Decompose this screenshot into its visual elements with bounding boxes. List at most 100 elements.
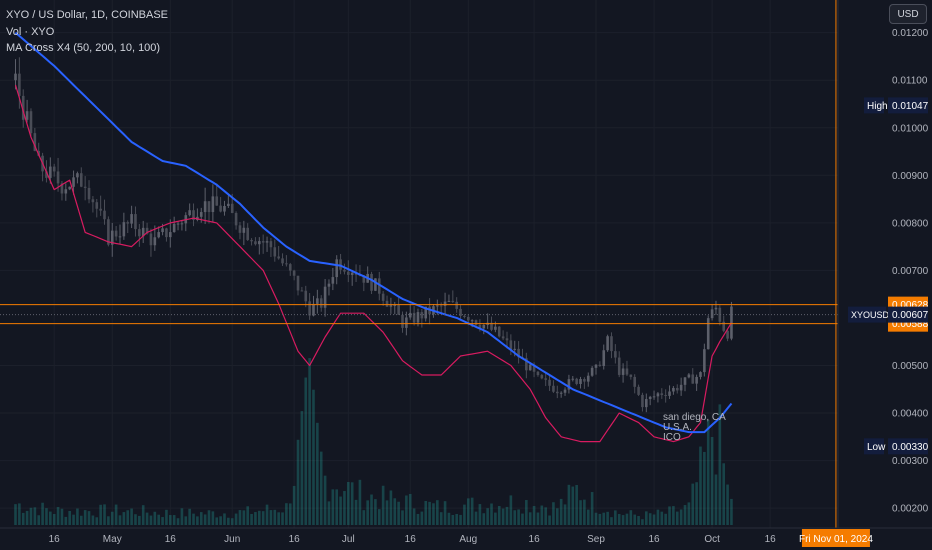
price-tick-label: 0.01100: [892, 76, 928, 87]
volume-bar: [172, 515, 176, 525]
chart-annotation: san diego, CA U.S.A. ICO: [663, 413, 726, 443]
volume-bar: [76, 508, 79, 525]
candle-body: [610, 336, 613, 352]
candle-body: [567, 379, 571, 390]
currency-button[interactable]: USD: [889, 4, 927, 24]
candle-body: [265, 241, 269, 243]
candle-body: [517, 348, 520, 358]
volume-bar: [56, 507, 60, 525]
volume-bar: [579, 500, 582, 525]
time-tick-label: 16: [49, 534, 61, 545]
low-tag-label: Low: [867, 442, 886, 453]
candle-body: [331, 277, 335, 284]
time-axis[interactable]: 16 May 16 Jun 16 Jul 16 Aug 16 Sep 16 Oct 16: [49, 534, 777, 545]
volume-bar: [695, 482, 698, 525]
volume-bar: [412, 508, 416, 525]
candle-body: [691, 374, 695, 384]
volume-bar: [648, 513, 652, 525]
candle-body: [33, 133, 37, 151]
annotation-line: san diego, CA: [663, 412, 726, 423]
volume-bar: [281, 512, 284, 525]
volume-bar: [494, 512, 497, 525]
candle-body: [695, 376, 698, 384]
price-axis[interactable]: 0.01200 0.01100 0.01000 0.00900 0.00800 0.007…: [892, 28, 929, 515]
time-tick-label: May: [103, 534, 122, 545]
candle-body: [254, 241, 257, 245]
candle-body: [285, 263, 288, 265]
candle-body: [586, 375, 590, 382]
volume-bar: [196, 516, 199, 525]
volume-bar: [335, 489, 339, 525]
candle-body: [377, 278, 381, 294]
volume-bar: [199, 512, 203, 525]
candle-body: [594, 364, 598, 368]
volume-indicator-label[interactable]: Vol · XYO: [6, 25, 55, 38]
time-tick-label: 16: [529, 534, 541, 545]
volume-bar: [637, 516, 640, 525]
volume-bar: [207, 510, 211, 525]
volume-bar: [14, 504, 17, 525]
volume-bars: [14, 358, 733, 525]
price-tick-label: 0.00400: [892, 409, 929, 420]
candle-body: [335, 259, 339, 278]
moving-averages: [14, 31, 733, 443]
volume-bar: [308, 358, 311, 525]
time-tick-label: 16: [289, 534, 301, 545]
volume-bar: [598, 513, 602, 525]
candle-body: [559, 392, 563, 394]
volume-bar: [184, 516, 188, 525]
candle-body: [509, 340, 513, 350]
volume-bar: [633, 514, 636, 525]
horizontal-lines: [0, 0, 838, 528]
ma-cross-indicator-label[interactable]: MA Cross X4 (50, 200, 10, 100): [6, 42, 161, 54]
volume-bar: [176, 518, 180, 525]
candle-body: [211, 196, 215, 213]
candle-body: [575, 378, 578, 384]
volume-bar: [138, 515, 141, 525]
volume-bar: [559, 498, 563, 525]
low-tag-label-box: [864, 438, 884, 455]
volume-bar: [49, 511, 52, 525]
candle-body: [482, 324, 486, 329]
candle-body: [699, 372, 702, 377]
candle-body: [312, 303, 315, 316]
volume-bar: [617, 514, 621, 525]
volume-bar: [285, 503, 288, 525]
volume-bar: [304, 377, 308, 525]
candle-body: [343, 269, 346, 272]
volume-bar: [374, 499, 377, 525]
candle-body: [397, 305, 400, 315]
price-tick-label: 0.01000: [892, 123, 929, 134]
volume-bar: [52, 513, 56, 525]
candle-body: [157, 232, 160, 238]
candle-body: [215, 196, 219, 206]
volume-bar: [258, 510, 261, 525]
volume-bar: [664, 513, 667, 525]
symbol-title[interactable]: XYO / US Dollar, 1D, COINBASE: [6, 9, 168, 21]
candle-body: [141, 227, 145, 237]
candle-body: [652, 396, 656, 398]
candle-body: [149, 233, 153, 246]
volume-bar: [21, 512, 25, 525]
volume-bar: [505, 506, 509, 525]
candle-body: [370, 273, 373, 291]
volume-bar: [385, 500, 389, 525]
volume-bar: [242, 510, 246, 525]
volume-bar: [250, 513, 253, 525]
candle-body: [463, 315, 466, 317]
volume-bar: [470, 497, 474, 525]
price-tick-label: 0.00300: [892, 456, 929, 467]
volume-bar: [652, 514, 656, 525]
volume-bar: [354, 499, 358, 525]
candle-body: [687, 374, 691, 378]
volume-bar: [710, 436, 714, 525]
candle-body: [621, 368, 625, 375]
high-tag-label: High: [867, 101, 888, 112]
volume-bar: [366, 500, 369, 525]
volume-bar: [590, 492, 594, 525]
candle-body: [556, 391, 559, 394]
volume-bar: [610, 517, 613, 525]
candle-body: [614, 351, 617, 358]
